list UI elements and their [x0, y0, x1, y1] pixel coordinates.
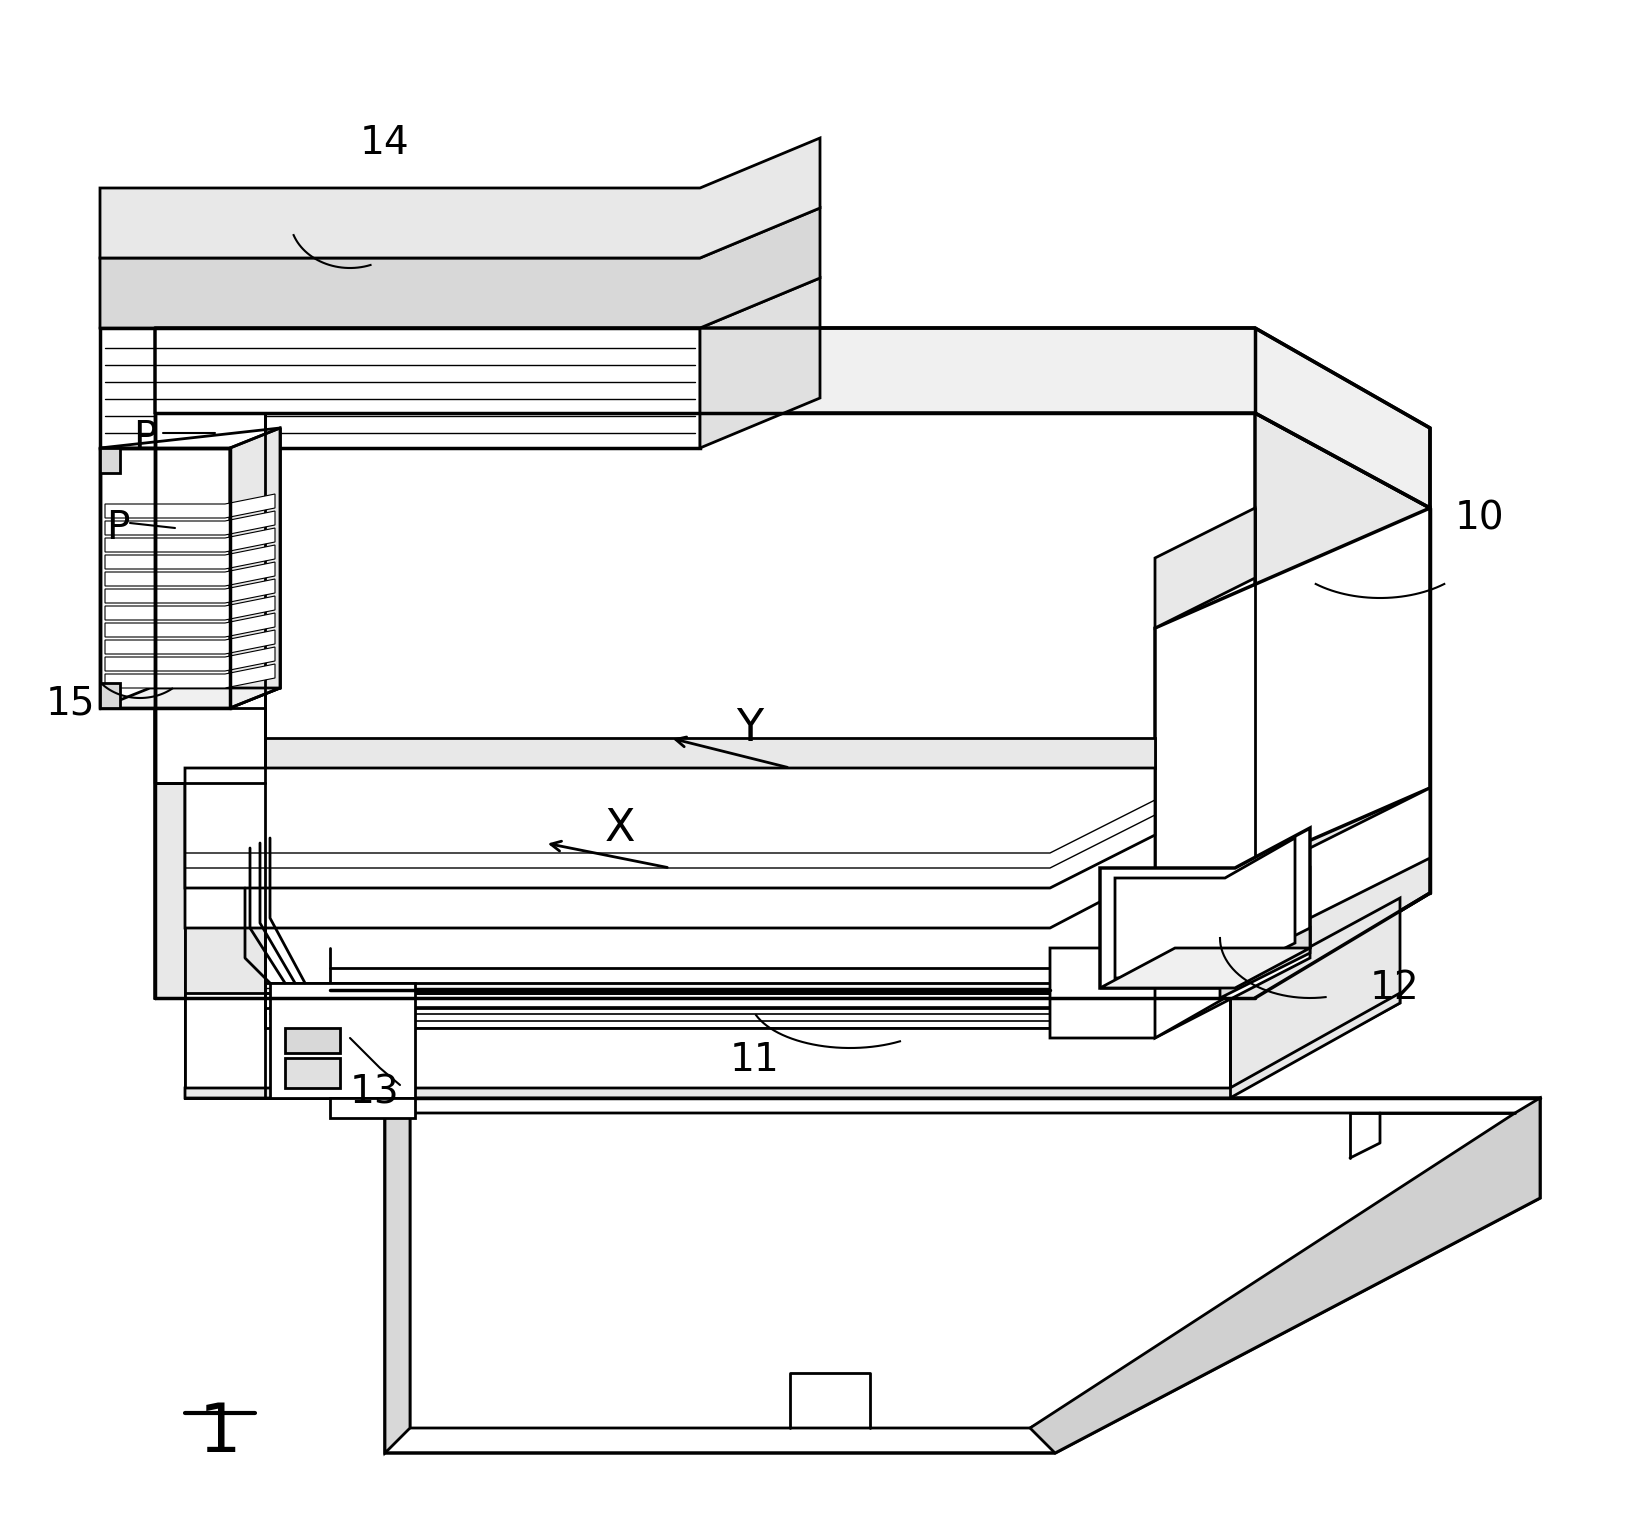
- Polygon shape: [1115, 837, 1294, 978]
- Polygon shape: [99, 138, 820, 258]
- Text: P: P: [134, 419, 156, 457]
- Polygon shape: [155, 707, 264, 782]
- Polygon shape: [1099, 947, 1309, 989]
- Text: X: X: [605, 807, 634, 850]
- Polygon shape: [104, 510, 275, 535]
- Text: 14: 14: [360, 124, 409, 162]
- Polygon shape: [264, 1008, 1154, 1028]
- Polygon shape: [104, 613, 275, 637]
- Polygon shape: [155, 413, 1430, 998]
- Polygon shape: [184, 993, 1399, 1099]
- Polygon shape: [1099, 828, 1309, 989]
- Text: 10: 10: [1454, 500, 1504, 536]
- Polygon shape: [99, 683, 121, 707]
- Polygon shape: [285, 1028, 339, 1053]
- Polygon shape: [1154, 788, 1430, 998]
- Text: 15: 15: [46, 685, 95, 723]
- Polygon shape: [104, 665, 275, 688]
- Polygon shape: [184, 998, 1229, 1099]
- Polygon shape: [1253, 413, 1430, 998]
- Polygon shape: [184, 769, 1154, 927]
- Polygon shape: [385, 1099, 409, 1453]
- Polygon shape: [99, 448, 121, 474]
- Polygon shape: [104, 596, 275, 620]
- Polygon shape: [184, 769, 1154, 888]
- Text: 13: 13: [350, 1074, 399, 1112]
- Polygon shape: [104, 494, 275, 518]
- Polygon shape: [104, 545, 275, 568]
- Polygon shape: [1154, 507, 1253, 628]
- Polygon shape: [99, 208, 820, 329]
- Polygon shape: [184, 738, 1154, 769]
- Polygon shape: [285, 1057, 339, 1088]
- Text: 12: 12: [1369, 969, 1420, 1007]
- Polygon shape: [329, 1099, 414, 1118]
- Polygon shape: [99, 448, 230, 707]
- Polygon shape: [409, 1112, 1514, 1429]
- Polygon shape: [1154, 507, 1430, 908]
- Text: 1: 1: [199, 1400, 241, 1465]
- Polygon shape: [230, 428, 280, 707]
- Polygon shape: [155, 413, 264, 782]
- Text: 11: 11: [730, 1041, 779, 1079]
- Polygon shape: [1219, 927, 1309, 998]
- Polygon shape: [155, 413, 184, 998]
- Polygon shape: [699, 278, 820, 448]
- Text: Y: Y: [737, 706, 763, 750]
- Polygon shape: [104, 529, 275, 552]
- Polygon shape: [1030, 1099, 1539, 1453]
- Polygon shape: [184, 993, 1229, 1099]
- Polygon shape: [104, 646, 275, 671]
- Text: P: P: [106, 509, 130, 547]
- Polygon shape: [271, 983, 414, 1099]
- Polygon shape: [155, 329, 1430, 507]
- Polygon shape: [104, 562, 275, 587]
- Polygon shape: [99, 329, 699, 448]
- Polygon shape: [99, 688, 280, 707]
- Polygon shape: [1154, 947, 1224, 1038]
- Polygon shape: [385, 1099, 1539, 1453]
- Polygon shape: [104, 579, 275, 604]
- Polygon shape: [104, 630, 275, 654]
- Polygon shape: [184, 983, 1224, 998]
- Polygon shape: [184, 782, 264, 1099]
- Polygon shape: [1050, 868, 1309, 1038]
- Polygon shape: [1154, 898, 1399, 1099]
